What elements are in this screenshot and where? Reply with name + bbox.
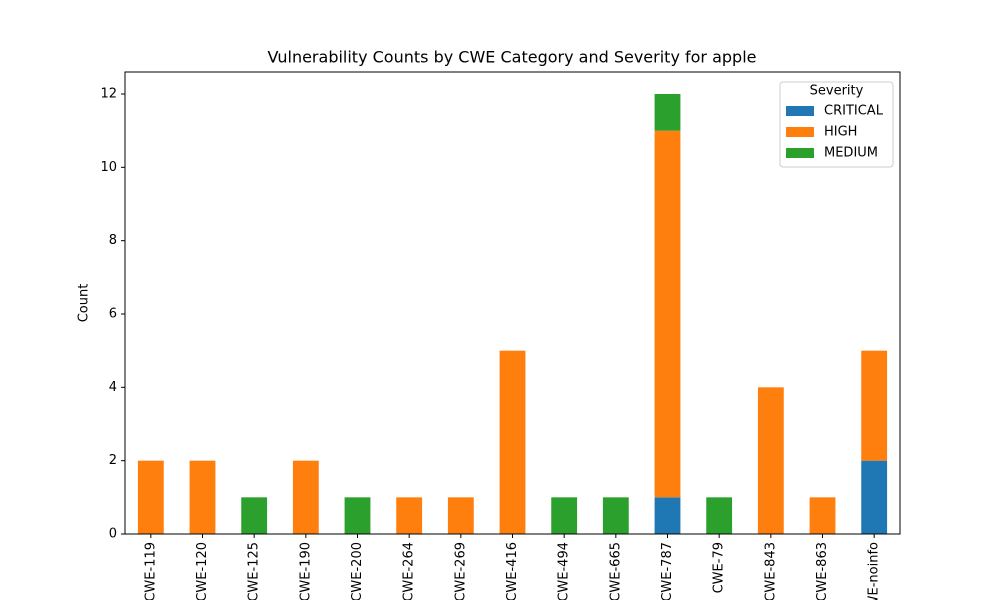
y-tick-label: 10 — [100, 160, 117, 175]
bar-segment — [447, 497, 474, 534]
plot-frame — [124, 71, 901, 535]
bar-segment — [189, 460, 216, 534]
legend-swatch — [786, 127, 814, 137]
bar-segment — [654, 130, 681, 498]
bar-segment — [861, 460, 888, 534]
x-tick-label: CWE-843 — [763, 542, 778, 600]
legend-label: MEDIUM — [824, 146, 878, 161]
x-tick-label: NVD-CWE-noinfo — [867, 542, 882, 600]
y-tick-label: 6 — [109, 307, 117, 322]
x-tick-label: CWE-190 — [298, 542, 313, 600]
legend-label: HIGH — [824, 125, 857, 140]
y-axis-label: Count — [77, 284, 92, 323]
legend-box — [779, 81, 894, 168]
x-tick-label: CWE-863 — [815, 542, 830, 600]
bar-segment — [809, 497, 836, 534]
legend-swatch — [786, 106, 814, 116]
bar-segment — [292, 460, 319, 534]
legend-swatch — [786, 148, 814, 158]
chart-title: Vulnerability Counts by CWE Category and… — [268, 48, 757, 67]
bar-segment — [396, 497, 423, 534]
bar-segment — [499, 350, 526, 534]
y-tick-label: 2 — [109, 453, 117, 468]
bar-segment — [551, 497, 578, 534]
bar-segment — [241, 497, 268, 534]
bar-segment — [757, 387, 784, 534]
bar-segment — [137, 460, 164, 534]
y-tick-label: 0 — [109, 527, 117, 542]
x-tick-label: CWE-79 — [712, 542, 727, 593]
x-tick-label: CWE-269 — [453, 542, 468, 600]
x-tick-label: CWE-494 — [557, 542, 572, 600]
bar-segment — [602, 497, 629, 534]
bar-segment — [654, 94, 681, 131]
x-tick-label: CWE-200 — [350, 542, 365, 600]
y-tick-label: 12 — [100, 87, 117, 102]
x-tick-label: CWE-264 — [402, 542, 417, 600]
x-tick-label: CWE-120 — [195, 542, 210, 600]
bar-segment — [654, 497, 681, 534]
y-tick-label: 4 — [109, 380, 117, 395]
x-tick-label: CWE-416 — [505, 542, 520, 600]
y-tick-label: 8 — [109, 233, 117, 248]
bar-segment — [344, 497, 371, 534]
x-tick-label: CWE-125 — [247, 542, 262, 600]
x-tick-label: CWE-665 — [608, 542, 623, 600]
legend-title: Severity — [810, 84, 864, 99]
x-tick-label: CWE-119 — [143, 542, 158, 600]
bar-segment — [861, 350, 888, 461]
x-tick-label: CWE-787 — [660, 542, 675, 600]
bar-segment — [706, 497, 733, 534]
legend-label: CRITICAL — [824, 104, 884, 119]
